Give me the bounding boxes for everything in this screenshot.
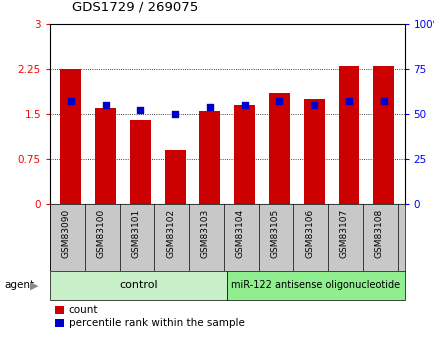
Text: control: control <box>119 280 158 290</box>
Bar <box>50 271 227 300</box>
Point <box>275 99 282 104</box>
Text: GSM83104: GSM83104 <box>235 209 244 258</box>
Text: GSM83105: GSM83105 <box>270 209 279 258</box>
Bar <box>233 105 254 204</box>
Point <box>137 108 144 113</box>
Point <box>310 102 317 108</box>
Text: GSM83107: GSM83107 <box>339 209 348 258</box>
Text: GSM83106: GSM83106 <box>305 209 313 258</box>
Point <box>379 99 386 104</box>
Point <box>240 102 247 108</box>
Bar <box>303 99 324 204</box>
Bar <box>268 93 289 204</box>
Bar <box>130 120 151 204</box>
Bar <box>164 150 185 204</box>
Bar <box>227 271 404 300</box>
Bar <box>95 108 116 204</box>
Text: GSM83100: GSM83100 <box>96 209 105 258</box>
Bar <box>199 111 220 204</box>
Legend: count, percentile rank within the sample: count, percentile rank within the sample <box>55 305 244 328</box>
Point <box>102 102 109 108</box>
Text: GSM83108: GSM83108 <box>374 209 383 258</box>
Text: agent: agent <box>4 280 34 290</box>
Point <box>345 99 352 104</box>
Text: GSM83103: GSM83103 <box>201 209 210 258</box>
Point <box>67 99 74 104</box>
Text: ▶: ▶ <box>30 280 38 290</box>
Text: GSM83101: GSM83101 <box>131 209 140 258</box>
Text: GDS1729 / 269075: GDS1729 / 269075 <box>72 1 197 14</box>
Bar <box>60 69 81 204</box>
Bar <box>372 66 393 204</box>
Point <box>171 111 178 117</box>
Text: miR-122 antisense oligonucleotide: miR-122 antisense oligonucleotide <box>231 280 400 290</box>
Point <box>206 104 213 109</box>
Bar <box>338 66 358 204</box>
Text: GSM83102: GSM83102 <box>166 209 175 258</box>
Text: GSM83090: GSM83090 <box>62 209 71 258</box>
